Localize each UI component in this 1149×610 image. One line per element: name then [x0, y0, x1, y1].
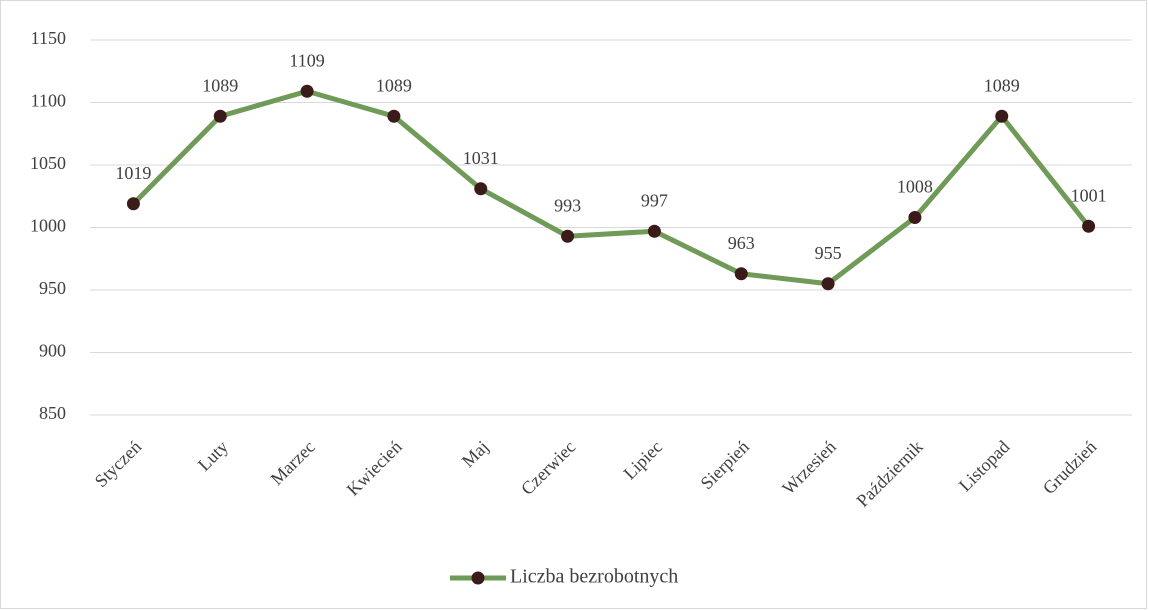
data-label: 1031	[463, 148, 499, 168]
data-label: 997	[641, 190, 668, 210]
data-point	[213, 109, 227, 123]
y-tick-label: 900	[39, 341, 66, 361]
y-tick-label: 1150	[31, 28, 66, 48]
data-point	[821, 277, 835, 291]
y-tick-label: 1000	[30, 216, 66, 236]
data-point	[647, 224, 661, 238]
data-label: 1109	[289, 50, 324, 70]
data-point	[300, 84, 314, 98]
data-label: 1019	[115, 163, 151, 183]
data-label: 1089	[376, 75, 412, 95]
data-point	[908, 211, 922, 224]
y-tick-label: 950	[39, 278, 66, 298]
legend-marker	[471, 571, 485, 585]
data-point	[387, 109, 401, 123]
data-label: 1089	[984, 75, 1020, 95]
y-tick-label: 1050	[30, 153, 66, 173]
data-point	[561, 229, 575, 243]
y-tick-label: 850	[39, 403, 66, 423]
data-point	[734, 267, 748, 281]
data-point	[474, 182, 488, 196]
data-point	[1082, 219, 1096, 233]
y-tick-label: 1100	[31, 91, 66, 111]
data-label: 963	[728, 233, 755, 253]
data-line	[131, 88, 1091, 287]
legend-label: Liczba bezrobotnych	[510, 566, 678, 588]
data-label: 1008	[897, 177, 933, 197]
data-label: 993	[554, 195, 581, 215]
data-label: 1089	[202, 75, 238, 95]
data-point	[126, 197, 140, 211]
data-point	[995, 109, 1009, 123]
data-label: 1001	[1071, 185, 1107, 205]
data-label: 955	[815, 243, 842, 263]
